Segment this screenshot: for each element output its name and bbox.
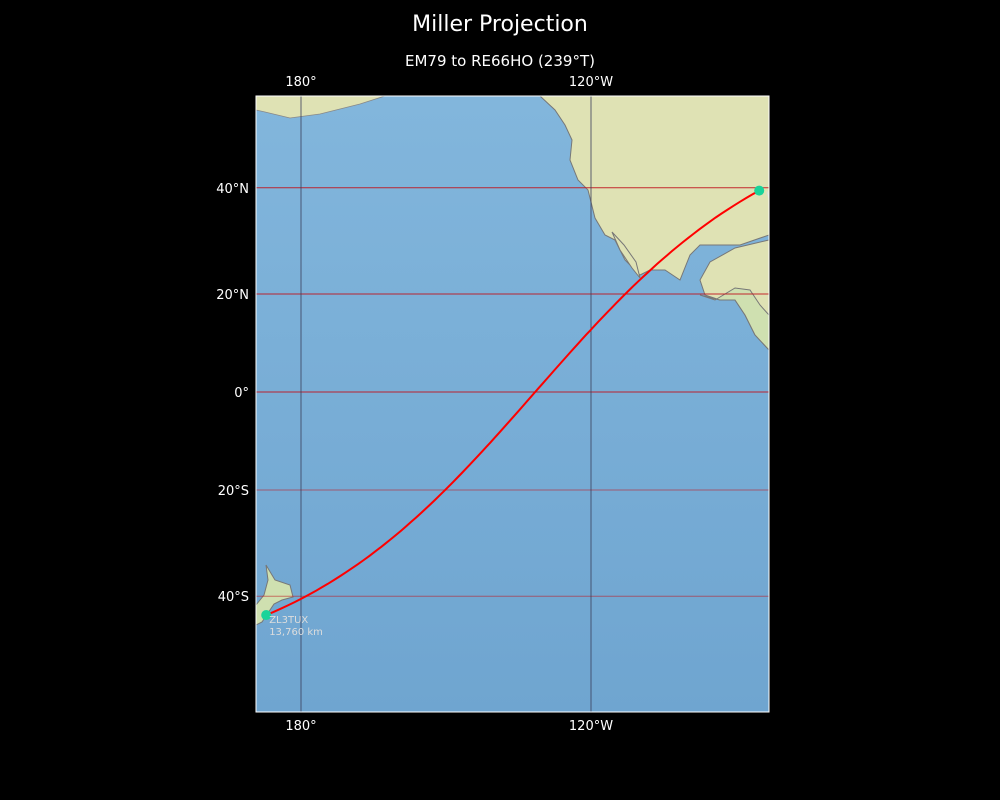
great-circle-path xyxy=(265,189,760,616)
lat-tick-label: 40°S xyxy=(218,590,249,605)
station-distance: 13,760 km xyxy=(269,627,323,638)
station-marker[interactable] xyxy=(261,610,272,621)
land-baja xyxy=(611,231,641,279)
land-alaska xyxy=(256,96,386,119)
station-distance: 0 km xyxy=(769,203,794,214)
map-frame xyxy=(255,95,770,713)
lon-tick-label-top: 180° xyxy=(285,75,316,90)
map-subtitle: EM79 to RE66HO (239°T) xyxy=(405,52,595,70)
lon-tick-label-bottom: 120°W xyxy=(569,719,613,734)
lat-tick-label: 20°S xyxy=(218,484,249,499)
station-marker[interactable] xyxy=(754,185,765,196)
station-callsign: ZL3TUX xyxy=(269,615,308,626)
lon-tick-label-top: 120°W xyxy=(569,75,613,90)
station-callsign: W9NT xyxy=(766,191,797,202)
map-title: Miller Projection xyxy=(412,12,588,37)
lat-tick-label: 0° xyxy=(234,386,249,401)
land-central-america xyxy=(699,287,769,351)
lon-tick-label-bottom: 180° xyxy=(285,719,316,734)
lat-tick-label: 40°N xyxy=(216,182,249,197)
lat-tick-label: 20°N xyxy=(216,288,249,303)
